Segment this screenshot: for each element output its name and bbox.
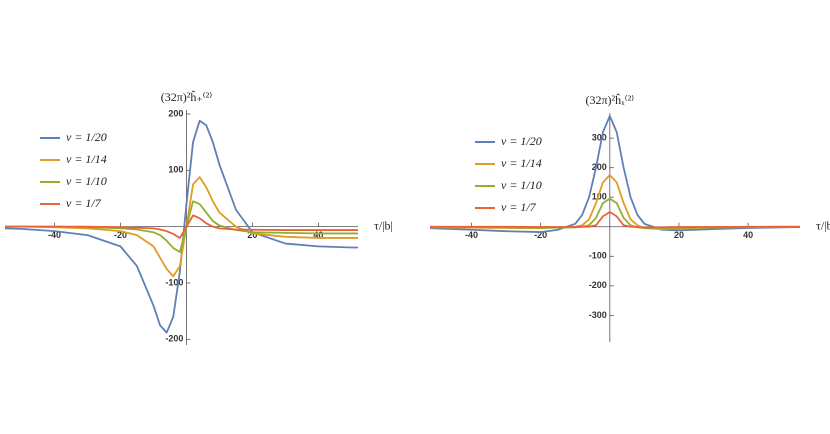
y-tick-label: -100	[165, 277, 183, 287]
y-tick-label: -100	[589, 251, 607, 261]
y-tick-label: 100	[592, 192, 607, 202]
series-line	[430, 211, 800, 229]
y-tick-label: 200	[168, 108, 183, 118]
series-line	[5, 214, 358, 239]
x-axis-label: τ/|b|	[816, 219, 830, 233]
y-tick-label: -200	[589, 280, 607, 290]
legend-label: v = 1/20	[501, 134, 542, 148]
y-tick-label: 100	[168, 165, 183, 175]
x-tick-label: 20	[247, 230, 257, 240]
x-tick-label: 20	[674, 230, 684, 240]
series-line	[4, 119, 358, 334]
legend-label: v = 1/10	[501, 178, 542, 192]
legend-label: v = 1/7	[66, 196, 102, 210]
series-line	[429, 115, 801, 233]
x-tick-label: 40	[313, 230, 323, 240]
legend-label: v = 1/14	[501, 156, 542, 170]
y-axis-label: (32π)²ĥₓ⁽²⁾	[586, 93, 635, 107]
x-tick-label: -20	[534, 230, 547, 240]
x-tick-label: -40	[48, 230, 61, 240]
y-tick-label: 300	[592, 132, 607, 142]
legend-label: v = 1/10	[66, 174, 107, 188]
series-line	[429, 197, 800, 229]
x-tick-label: 40	[743, 230, 753, 240]
legend-label: v = 1/7	[501, 200, 537, 214]
y-tick-label: 200	[592, 162, 607, 172]
y-tick-label: -300	[589, 310, 607, 320]
x-axis-label: τ/|b|	[374, 218, 393, 232]
x-tick-label: -20	[114, 230, 127, 240]
legend-label: v = 1/14	[66, 152, 107, 166]
y-axis-label: (32π)²ĥ₊⁽²⁾	[161, 90, 213, 104]
legend-label: v = 1/20	[66, 130, 107, 144]
y-tick-label: -200	[165, 334, 183, 344]
x-tick-label: -40	[465, 230, 478, 240]
